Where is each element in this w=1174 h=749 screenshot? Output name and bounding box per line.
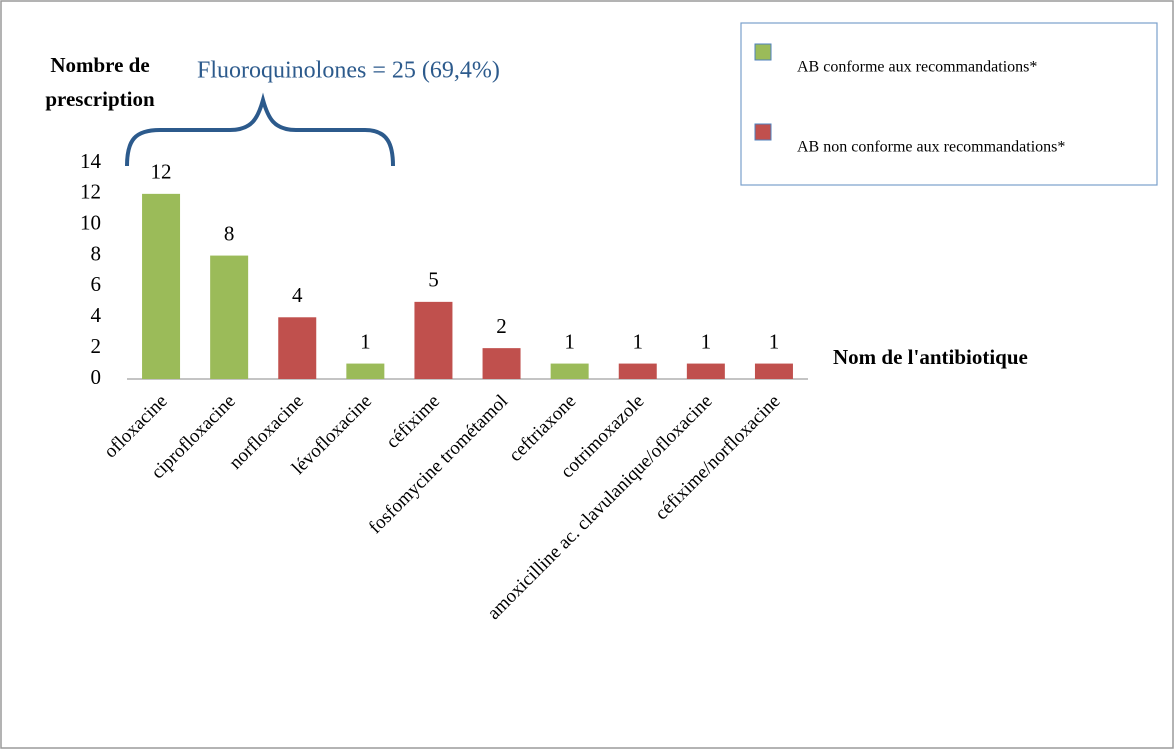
data-label: 4 xyxy=(292,283,303,307)
y-tick-label: 14 xyxy=(80,149,102,173)
data-label: 2 xyxy=(496,314,507,338)
y-tick-label: 0 xyxy=(91,365,102,389)
legend-box xyxy=(740,22,1158,186)
bar xyxy=(278,317,317,379)
legend-swatch xyxy=(754,123,772,141)
data-label: 1 xyxy=(633,329,644,353)
y-axis-label: prescription xyxy=(45,87,155,111)
data-label: 8 xyxy=(224,221,235,245)
data-label: 5 xyxy=(428,268,439,292)
y-tick-label: 6 xyxy=(91,272,102,296)
brace xyxy=(125,92,395,167)
data-label: 1 xyxy=(769,329,780,353)
bar xyxy=(550,363,589,379)
bar xyxy=(346,363,385,379)
data-label: 1 xyxy=(360,329,371,353)
bar xyxy=(210,255,249,379)
y-tick-label: 2 xyxy=(91,334,102,358)
annotation: Fluoroquinolones = 25 (69,4%) xyxy=(197,58,500,84)
bar xyxy=(142,193,181,379)
legend-label: AB non conforme aux recommandations* xyxy=(797,139,1065,156)
data-label: 1 xyxy=(564,329,575,353)
y-tick-label: 4 xyxy=(91,303,102,327)
y-tick-label: 12 xyxy=(80,180,101,204)
bar xyxy=(754,363,793,379)
data-label: 12 xyxy=(151,160,172,184)
legend-label: AB conforme aux recommandations* xyxy=(797,59,1037,76)
bar xyxy=(414,301,453,379)
legend-swatch xyxy=(754,43,772,61)
y-tick-label: 10 xyxy=(80,211,101,235)
y-tick-label: 8 xyxy=(91,241,102,265)
x-axis-label: Nom de l'antibiotique xyxy=(833,345,1028,369)
bar xyxy=(618,363,657,379)
y-axis-label: Nombre de xyxy=(50,53,149,77)
bar xyxy=(686,363,725,379)
bar xyxy=(482,348,521,379)
data-label: 1 xyxy=(701,329,712,353)
